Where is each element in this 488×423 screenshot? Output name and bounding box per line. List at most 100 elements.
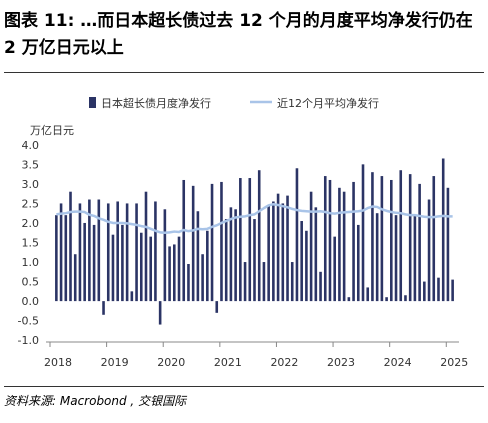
line-series bbox=[56, 202, 453, 234]
bar bbox=[267, 205, 270, 302]
bar bbox=[116, 201, 119, 302]
bar bbox=[441, 158, 445, 302]
bar bbox=[196, 211, 200, 302]
legend-bar-label: 日本超长债月度净发行 bbox=[101, 96, 211, 110]
bar bbox=[361, 164, 365, 302]
bar bbox=[97, 199, 101, 302]
x-tick-label: 2020 bbox=[157, 356, 185, 369]
bar bbox=[437, 277, 440, 302]
bar bbox=[290, 262, 294, 302]
bar bbox=[102, 301, 105, 315]
bar bbox=[314, 207, 318, 302]
x-tick-label: 2018 bbox=[44, 356, 72, 369]
bar bbox=[371, 172, 374, 302]
page-title: 图表 11: …而日本超长债过去 12 个月的月度平均净发行仍在 2 万亿日元以… bbox=[4, 11, 473, 58]
bar bbox=[342, 191, 346, 302]
bar bbox=[121, 224, 124, 302]
bar bbox=[404, 295, 407, 302]
bar bbox=[352, 181, 355, 302]
bar bbox=[239, 178, 242, 302]
bar bbox=[210, 183, 214, 302]
bar bbox=[154, 201, 157, 302]
bar bbox=[408, 174, 412, 302]
x-tick-label: 2023 bbox=[327, 356, 355, 369]
bar bbox=[262, 262, 266, 302]
bar bbox=[394, 215, 398, 302]
y-tick-label: 2.0 bbox=[22, 217, 40, 230]
bar bbox=[295, 168, 299, 302]
bar bbox=[224, 219, 228, 302]
bar bbox=[59, 203, 63, 302]
bar bbox=[187, 263, 190, 302]
y-tick-label: -0.5 bbox=[18, 315, 39, 328]
bar bbox=[243, 262, 247, 302]
legend: 日本超长债月度净发行 近12个月平均净发行 bbox=[89, 96, 379, 110]
bar bbox=[451, 279, 454, 302]
bar bbox=[182, 179, 186, 302]
y-axis-title: 万亿日元 bbox=[30, 124, 74, 137]
y-tick-label: 0.0 bbox=[22, 295, 40, 308]
bar bbox=[418, 183, 421, 302]
y-tick-label: 0.5 bbox=[22, 276, 40, 289]
bar bbox=[168, 246, 171, 302]
bar bbox=[163, 209, 167, 302]
title-divider bbox=[4, 72, 484, 73]
bar bbox=[257, 170, 261, 302]
bar bbox=[286, 195, 289, 302]
bar bbox=[201, 254, 204, 302]
bar bbox=[149, 236, 152, 302]
bar bbox=[144, 191, 148, 302]
bar bbox=[177, 236, 181, 302]
bar-series bbox=[55, 158, 454, 325]
bar bbox=[446, 187, 450, 302]
bar bbox=[333, 236, 336, 302]
bar bbox=[206, 230, 209, 302]
bar bbox=[78, 203, 82, 302]
bar bbox=[385, 297, 388, 302]
bar bbox=[83, 222, 86, 302]
bar bbox=[366, 287, 370, 302]
x-tick-label: 2024 bbox=[384, 356, 412, 369]
y-tick-label: 1.0 bbox=[22, 256, 40, 269]
bar bbox=[276, 193, 280, 302]
x-axis: 2018 2019 2020 2021 2022 2023 2024 2025 bbox=[44, 342, 468, 369]
y-tick-label: 2.5 bbox=[22, 197, 40, 210]
bar bbox=[234, 209, 237, 302]
bar bbox=[64, 215, 68, 302]
bar bbox=[135, 203, 138, 302]
bar bbox=[356, 224, 360, 302]
y-axis: -1.0 -0.5 0.0 0.5 1.0 1.5 2.0 2.5 3.0 3.5 4.0 bbox=[18, 139, 39, 347]
bar bbox=[248, 178, 252, 302]
bar bbox=[347, 297, 351, 302]
bar bbox=[173, 244, 176, 302]
bar bbox=[125, 203, 129, 302]
average-line bbox=[56, 202, 453, 234]
bar bbox=[139, 232, 143, 302]
bar bbox=[73, 254, 77, 302]
legend-bar-swatch bbox=[89, 97, 96, 108]
source-note: 资料来源: Macrobond , 交银国际 bbox=[4, 394, 187, 408]
bar bbox=[158, 301, 162, 325]
y-tick-label: 3.5 bbox=[22, 158, 40, 171]
bar bbox=[88, 199, 91, 302]
bar bbox=[338, 187, 341, 302]
bar bbox=[390, 179, 393, 302]
bar bbox=[413, 215, 417, 302]
x-tick-label: 2022 bbox=[270, 356, 298, 369]
bar bbox=[432, 176, 436, 302]
bar bbox=[380, 176, 384, 302]
x-tick-label: 2019 bbox=[101, 356, 129, 369]
bar bbox=[300, 221, 303, 302]
bar bbox=[229, 207, 233, 302]
bar bbox=[323, 176, 327, 302]
bar bbox=[272, 201, 275, 302]
bar bbox=[92, 224, 96, 302]
bar bbox=[191, 185, 195, 302]
bar bbox=[130, 291, 134, 302]
bar bbox=[106, 203, 110, 302]
x-tick-label: 2021 bbox=[214, 356, 242, 369]
bar bbox=[319, 271, 322, 302]
bar bbox=[253, 219, 256, 302]
bar bbox=[111, 234, 115, 302]
bar bbox=[215, 301, 219, 313]
